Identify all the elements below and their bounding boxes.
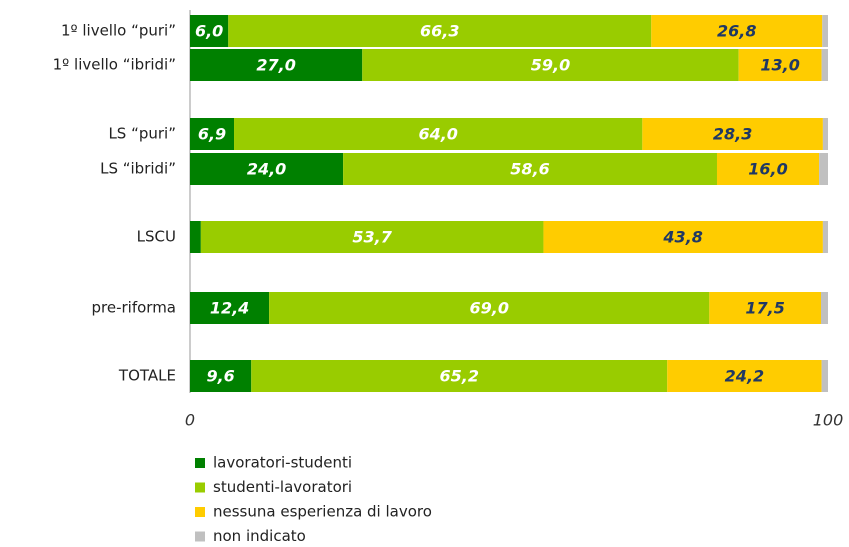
legend-label: lavoratori-studenti	[213, 454, 352, 472]
value-label: 6,9	[198, 125, 226, 144]
bar-segment	[651, 15, 823, 47]
bar-segment	[200, 221, 544, 253]
bar-segment	[822, 221, 828, 253]
value-label: 43,8	[662, 228, 702, 247]
bar-segment	[822, 118, 828, 150]
bar-segment	[709, 292, 821, 324]
x-tick-label: 100	[813, 411, 844, 430]
bar-segment	[190, 153, 344, 185]
legend-swatch	[195, 531, 205, 542]
legend-swatch	[195, 458, 205, 468]
bar-segment	[190, 15, 229, 47]
bar-segment	[190, 49, 363, 81]
category-label: LS “ibridi”	[100, 160, 176, 178]
value-label: 27,0	[256, 56, 295, 75]
bar-segment	[234, 118, 643, 150]
bar-segment	[228, 15, 652, 47]
legend-swatch	[195, 507, 205, 517]
bar-segment	[362, 49, 739, 81]
value-label: 64,0	[418, 125, 457, 144]
value-label: 65,2	[439, 367, 478, 386]
bar-segment	[642, 118, 823, 150]
bar-segment	[738, 49, 822, 81]
x-tick-label: 0	[185, 411, 195, 430]
value-label: 28,3	[713, 125, 752, 144]
value-label: 13,0	[760, 56, 799, 75]
bar-segment	[716, 153, 820, 185]
value-label: 6,0	[195, 22, 223, 41]
bar-segment	[343, 153, 717, 185]
bar-segment	[190, 221, 201, 253]
bar-segment	[543, 221, 823, 253]
bar-segment	[667, 360, 822, 392]
bar-segment	[190, 360, 252, 392]
bar-segment	[820, 292, 828, 324]
value-label: 53,7	[352, 228, 392, 247]
bar-segment	[819, 153, 828, 185]
bar-segment	[190, 292, 270, 324]
value-label: 9,6	[206, 367, 234, 386]
category-label: pre-riforma	[92, 299, 177, 317]
bar-segment	[190, 118, 235, 150]
value-label: 66,3	[420, 22, 459, 41]
value-label: 59,0	[531, 56, 570, 75]
category-label: 1º livello “puri”	[61, 22, 176, 40]
bar-segment	[821, 49, 828, 81]
value-label: 26,8	[717, 22, 756, 41]
legend-label: studenti-lavoratori	[213, 478, 352, 496]
bar-segment	[269, 292, 710, 324]
bar-segment	[251, 360, 668, 392]
value-label: 69,0	[469, 299, 508, 318]
bar-segment	[822, 15, 828, 47]
value-label: 24,2	[725, 367, 764, 386]
value-label: 58,6	[510, 160, 549, 179]
category-label: TOTALE	[118, 367, 176, 385]
category-label: 1º livello “ibridi”	[53, 56, 176, 74]
category-label: LSCU	[137, 228, 176, 246]
category-label: LS “puri”	[108, 125, 176, 143]
legend-swatch	[195, 482, 205, 493]
value-label: 12,4	[210, 299, 249, 318]
legend-label: non indicato	[213, 527, 306, 545]
value-label: 24,0	[247, 160, 286, 179]
value-label: 16,0	[748, 160, 787, 179]
bar-segment	[821, 360, 828, 392]
value-label: 17,5	[745, 299, 784, 318]
legend-label: nessuna esperienza di lavoro	[213, 503, 432, 521]
